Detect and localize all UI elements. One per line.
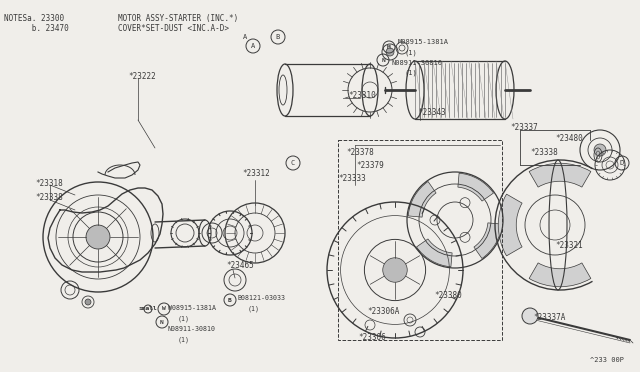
- Text: *23306: *23306: [358, 333, 386, 341]
- Text: *23310: *23310: [348, 90, 376, 99]
- Text: *23306A: *23306A: [367, 308, 399, 317]
- Text: small: small: [139, 307, 157, 311]
- Text: A: A: [243, 34, 247, 40]
- Text: *23465: *23465: [226, 260, 253, 269]
- Circle shape: [594, 144, 606, 156]
- Text: *23318: *23318: [35, 179, 63, 187]
- Text: *23379: *23379: [356, 160, 384, 170]
- Circle shape: [522, 308, 538, 324]
- Wedge shape: [408, 182, 436, 217]
- Text: N08911-30810: N08911-30810: [167, 326, 215, 332]
- Text: M08915-1381A: M08915-1381A: [398, 39, 449, 45]
- Text: MOTOR ASSY-STARTER (INC.*): MOTOR ASSY-STARTER (INC.*): [118, 14, 238, 23]
- Text: W08915-1381A: W08915-1381A: [168, 305, 216, 311]
- Text: *23337: *23337: [510, 122, 538, 131]
- Wedge shape: [474, 223, 502, 259]
- Circle shape: [383, 258, 407, 282]
- Text: D: D: [620, 160, 624, 166]
- Text: B: B: [276, 34, 280, 40]
- Text: NOTESa. 23300: NOTESa. 23300: [4, 14, 64, 23]
- Wedge shape: [529, 163, 591, 187]
- Text: *23338: *23338: [35, 192, 63, 202]
- Text: A: A: [251, 43, 255, 49]
- Text: N: N: [381, 58, 385, 62]
- Text: *23312: *23312: [242, 169, 269, 177]
- Circle shape: [86, 225, 110, 249]
- Text: *23480: *23480: [555, 134, 583, 142]
- Circle shape: [386, 48, 394, 56]
- Text: *23378: *23378: [346, 148, 374, 157]
- Text: *23343: *23343: [418, 108, 445, 116]
- Text: B: B: [228, 298, 232, 302]
- Text: N08911-30810: N08911-30810: [392, 60, 443, 66]
- Text: (1): (1): [178, 337, 190, 343]
- Text: COVER*SET-DUST <INC.A-D>: COVER*SET-DUST <INC.A-D>: [118, 24, 229, 33]
- Text: *23338: *23338: [530, 148, 557, 157]
- Text: ^233 00P: ^233 00P: [590, 357, 624, 363]
- Text: *23380: *23380: [434, 291, 461, 299]
- Wedge shape: [458, 173, 493, 201]
- Text: *23321: *23321: [555, 241, 583, 250]
- Text: *23333: *23333: [338, 173, 365, 183]
- Text: (1): (1): [404, 70, 417, 76]
- Text: *23337A: *23337A: [533, 314, 565, 323]
- Wedge shape: [417, 239, 452, 267]
- Text: (1): (1): [404, 50, 417, 56]
- Text: *23222: *23222: [128, 71, 156, 80]
- Text: b. 23470: b. 23470: [4, 24, 68, 33]
- Text: N: N: [160, 320, 164, 324]
- Wedge shape: [499, 194, 522, 256]
- Text: W: W: [162, 307, 166, 311]
- Text: C: C: [291, 160, 295, 166]
- Wedge shape: [529, 263, 591, 287]
- Text: (1): (1): [248, 306, 260, 312]
- Text: (1): (1): [178, 316, 190, 322]
- Text: M: M: [387, 45, 391, 49]
- Bar: [338, 140, 502, 340]
- Circle shape: [85, 299, 91, 305]
- Text: B08121-03033: B08121-03033: [237, 295, 285, 301]
